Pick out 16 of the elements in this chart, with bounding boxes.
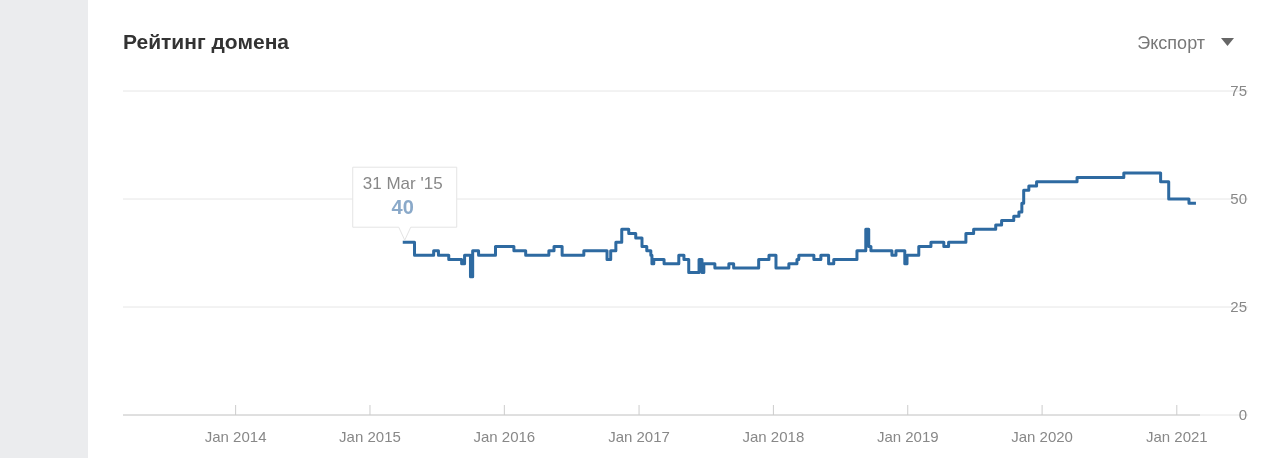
x-tick-label: Jan 2017 — [608, 428, 670, 445]
y-tick-label: 75 — [1230, 82, 1247, 99]
text: Экспорт — [1137, 33, 1205, 53]
x-tick-label: Jan 2020 — [1011, 428, 1073, 445]
x-tick-label: Jan 2015 — [339, 428, 401, 445]
chart-title: Рейтинг домена — [123, 30, 290, 53]
x-tick-label: Jan 2016 — [473, 428, 536, 445]
x-tick-label: Jan 2021 — [1145, 428, 1208, 445]
x-tick-label: Jan 2014 — [204, 428, 267, 445]
annotation: 31 Mar '15 — [362, 174, 443, 194]
y-tick-label: 0 — [1238, 406, 1247, 423]
y-tick-label: 50 — [1230, 190, 1247, 207]
x-tick-label: Jan 2019 — [876, 428, 939, 445]
annotation: 40 — [391, 196, 414, 219]
y-tick-label: 25 — [1230, 298, 1247, 315]
x-tick-label: Jan 2018 — [742, 428, 805, 445]
